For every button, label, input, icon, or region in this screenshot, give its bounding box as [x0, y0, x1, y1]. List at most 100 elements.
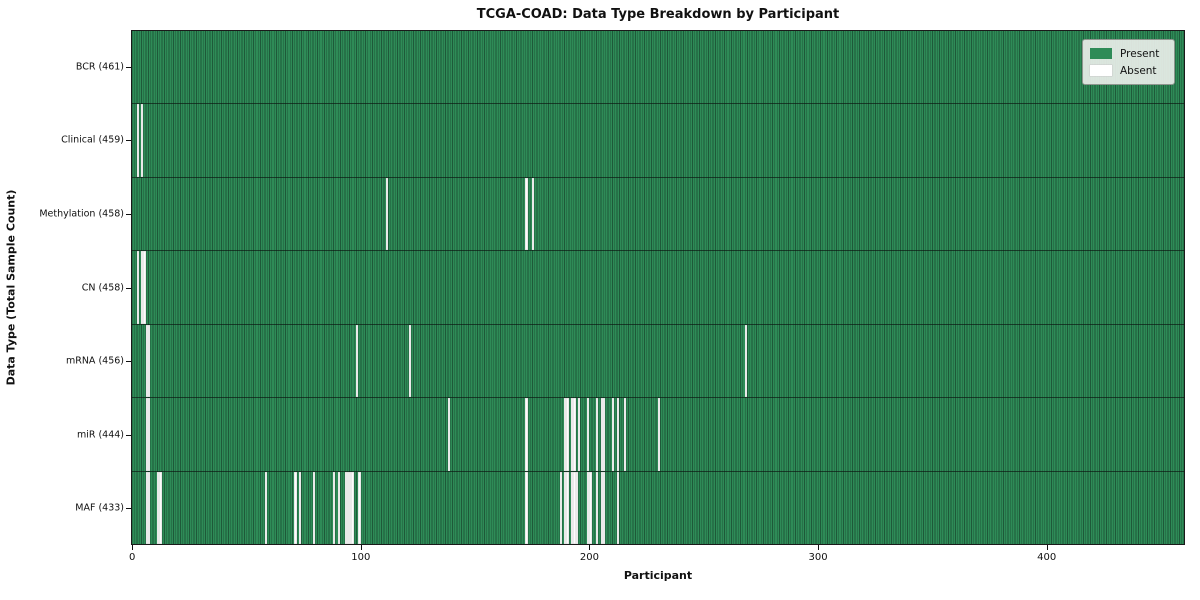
x-tick-mark [360, 545, 362, 550]
absent-cell [602, 471, 606, 544]
absent-cell [573, 398, 576, 471]
absent-cell [148, 398, 151, 471]
absent-cell [356, 324, 359, 398]
absent-cell [577, 398, 581, 471]
heatmap-row-mir [132, 397, 1184, 471]
absent-cell [564, 471, 567, 544]
absent-cell [145, 398, 148, 471]
absent-cell [589, 471, 592, 544]
y-tick-mark [126, 140, 131, 142]
absent-cell [333, 471, 336, 544]
x-tick-mark [818, 545, 820, 550]
absent-cell [596, 471, 599, 544]
y-axis-label: Data Type (Total Sample Count) [4, 189, 18, 386]
absent-cell [525, 471, 528, 544]
y-tick-label: MAF (433) [75, 502, 124, 514]
absent-cell [349, 471, 352, 544]
absent-cell [143, 251, 146, 324]
heatmap-row-clinical [132, 103, 1184, 177]
absent-cell [566, 471, 569, 544]
x-tick-label: 100 [351, 552, 371, 563]
absent-cell [600, 471, 603, 544]
absent-cell [136, 251, 139, 324]
absent-cell [616, 398, 619, 471]
absent-cell [744, 324, 748, 398]
legend-label-absent: Absent [1120, 64, 1157, 77]
x-tick-label: 0 [128, 552, 136, 563]
x-axis-label: Participant [623, 569, 693, 582]
absent-cell [157, 471, 160, 544]
present-swatch-icon [1090, 48, 1112, 59]
absent-cell [358, 471, 361, 544]
absent-cell [136, 104, 139, 177]
absent-cell [566, 398, 569, 471]
absent-cell [145, 324, 148, 398]
absent-cell [616, 471, 619, 544]
absent-cell [525, 177, 528, 251]
absent-cell [408, 324, 411, 398]
legend-entry-absent: Absent [1090, 62, 1167, 79]
absent-cell [623, 398, 626, 471]
absent-cell [148, 324, 151, 398]
x-tick-label: 400 [1037, 552, 1057, 563]
absent-cell [559, 471, 562, 544]
absent-cell [145, 471, 148, 544]
x-tick-mark [589, 545, 591, 550]
absent-cell [447, 398, 450, 471]
absent-cell [344, 471, 347, 544]
heatmap-row-bcr [132, 31, 1184, 104]
absent-cell [532, 177, 535, 251]
heatmap-row-cn [132, 250, 1184, 324]
absent-cell [346, 471, 350, 544]
absent-cell [570, 398, 574, 471]
absent-cell [337, 471, 341, 544]
heatmap-row-mrna [132, 323, 1184, 398]
y-tick-mark [126, 213, 131, 215]
y-tick-mark [126, 361, 131, 363]
absent-cell [586, 398, 590, 471]
legend: Present Absent [1082, 39, 1175, 85]
y-tick-mark [126, 287, 131, 289]
absent-cell [148, 471, 151, 544]
absent-cell [600, 398, 603, 471]
absent-cell [586, 471, 590, 544]
absent-cell [294, 471, 297, 544]
absent-cell [159, 471, 162, 544]
absent-cell [573, 471, 576, 544]
absent-cell [570, 471, 574, 544]
x-tick-label: 200 [579, 552, 599, 563]
absent-cell [602, 398, 606, 471]
y-tick-label: BCR (461) [75, 61, 124, 73]
absent-cell [312, 471, 315, 544]
legend-label-present: Present [1120, 47, 1160, 60]
legend-entry-present: Present [1090, 45, 1167, 62]
heatmap-row-methylation [132, 176, 1184, 251]
absent-cell [564, 398, 567, 471]
y-tick-mark [126, 434, 131, 436]
y-tick-mark [126, 66, 131, 68]
absent-cell [385, 177, 389, 251]
absent-cell [612, 398, 615, 471]
y-tick-label: Clinical (459) [61, 134, 124, 146]
absent-cell [264, 471, 267, 544]
absent-cell [298, 471, 302, 544]
y-tick-mark [126, 508, 131, 510]
y-tick-label: miR (444) [76, 429, 124, 441]
x-tick-label: 300 [808, 552, 828, 563]
y-tick-label: CN (458) [81, 282, 124, 293]
heatmap-row-maf [132, 470, 1184, 544]
absent-cell [596, 398, 599, 471]
absent-cell [141, 251, 144, 324]
x-tick-mark [132, 545, 134, 550]
chart-title: TCGA-COAD: Data Type Breakdown by Partic… [476, 7, 840, 22]
absent-cell [141, 104, 144, 177]
absent-cell [575, 471, 578, 544]
x-tick-mark [1046, 545, 1048, 550]
absent-cell [351, 471, 354, 544]
plot-area [131, 30, 1185, 545]
y-tick-label: Methylation (458) [39, 208, 124, 220]
absent-cell [657, 398, 661, 471]
absent-cell [525, 398, 528, 471]
absent-swatch-icon [1090, 65, 1112, 76]
